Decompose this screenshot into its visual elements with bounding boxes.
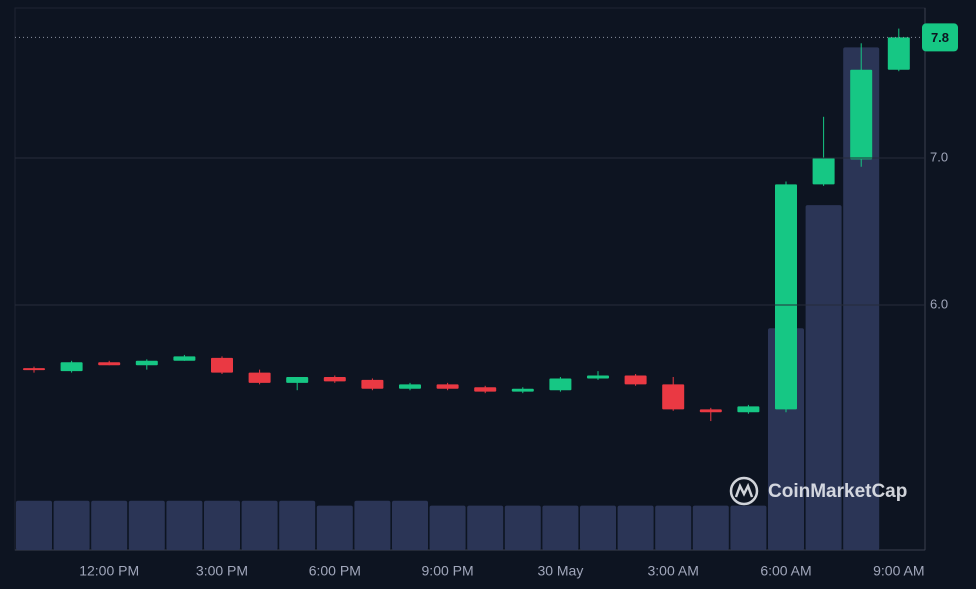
candle-body [173,356,196,361]
volume-bar [279,500,316,550]
candle-body [662,384,685,410]
watermark-logo [729,476,759,506]
volume-bar [316,505,353,550]
candle-body [737,406,760,413]
x-tick-label: 6:00 PM [309,563,361,579]
volume-bar [16,500,52,550]
candle-body [549,378,572,391]
candle-body [323,376,346,382]
volume-bar [91,500,128,550]
volume-bar [128,500,165,550]
candle-body [286,376,309,383]
volume-bar [53,500,90,550]
volume-bar [166,500,203,550]
candle-body [887,37,910,70]
x-tick-label: 3:00 PM [196,563,248,579]
candle-body [775,184,797,410]
volume-bar [655,505,692,550]
candle-body [699,409,722,413]
volume-bar [504,505,541,550]
y-tick-label: 6.0 [930,296,948,311]
volume-bar [692,505,729,550]
y-tick-label: 7.0 [930,149,948,164]
watermark-text: CoinMarketCap [768,481,907,502]
volume-bar [843,47,880,550]
x-tick-label: 9:00 PM [422,563,474,579]
last-price-badge [922,23,958,52]
volume-bar [354,500,391,550]
volume-bar [392,500,428,550]
x-tick-label: 3:00 AM [648,563,699,579]
volume-bar [429,505,466,550]
candle-body [361,379,384,389]
volume-bar [805,205,842,550]
volume-bar [241,500,278,550]
volume-bar [730,505,767,550]
volume-layer [16,47,880,550]
candle-body [60,362,83,372]
candle-body [248,372,271,383]
volume-bar [467,505,504,550]
candle-body [624,375,647,385]
x-tick-label: 6:00 AM [760,563,811,579]
candle-body [211,357,233,373]
candle-body [436,384,459,389]
candle-body [474,387,497,392]
last-price-label: 7.8 [931,30,949,45]
volume-bar [542,505,579,550]
candle-layer [23,28,910,422]
candle-body [135,360,158,366]
candle-body [511,388,534,392]
candle-body [23,368,45,371]
watermark: CoinMarketCap [729,476,907,506]
candle-body [98,362,121,366]
volume-bar [617,505,654,550]
x-tick-label: 9:00 AM [873,563,924,579]
candle-body [399,384,421,389]
volume-bar [580,505,616,550]
x-tick-label: 12:00 PM [79,563,139,579]
watermark-logo-mark [734,482,754,498]
volume-bar [204,500,240,550]
candle-body [587,375,609,379]
candle-body [812,157,835,185]
x-tick-label: 30 May [537,563,583,579]
candle-body [850,69,873,160]
